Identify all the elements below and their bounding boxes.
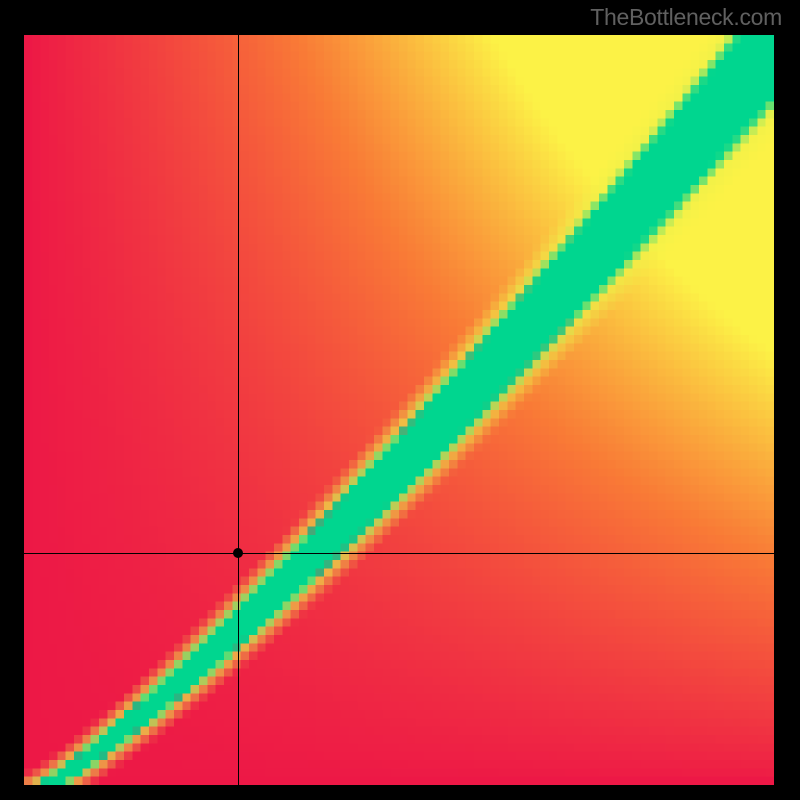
heatmap-canvas bbox=[24, 35, 774, 785]
attribution-text: TheBottleneck.com bbox=[590, 4, 782, 31]
crosshair-marker bbox=[233, 548, 243, 558]
crosshair-vertical bbox=[238, 35, 239, 785]
chart-container: TheBottleneck.com bbox=[0, 0, 800, 800]
plot-area bbox=[24, 35, 774, 785]
crosshair-horizontal bbox=[24, 553, 774, 554]
